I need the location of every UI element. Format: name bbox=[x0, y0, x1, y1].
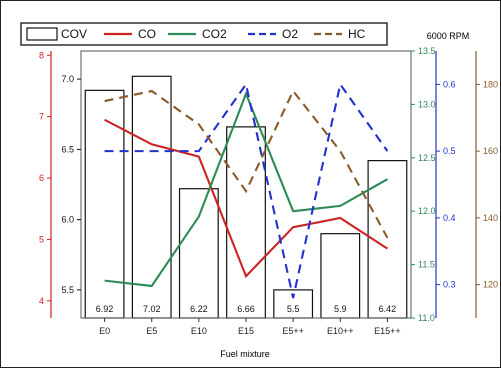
co-axis-tick-label: 5 bbox=[39, 234, 44, 244]
co-axis-tick-label: 7 bbox=[39, 112, 44, 122]
co2-axis-tick-label: 11.0 bbox=[418, 313, 435, 323]
bar-value-label: 6.92 bbox=[96, 304, 114, 314]
x-tick-label: E10 bbox=[191, 326, 207, 336]
x-tick-label: E10++ bbox=[327, 326, 354, 336]
chart-title: 6000 RPM bbox=[427, 31, 470, 41]
series-line-o2 bbox=[104, 81, 389, 299]
hc-axis-tick-label: 180 bbox=[483, 79, 498, 89]
o2-axis-tick-label: 0.4 bbox=[443, 213, 456, 223]
o2-axis-tick-label: 0.6 bbox=[443, 79, 456, 89]
x-axis-label: Fuel mixture bbox=[220, 349, 270, 359]
cov-bar bbox=[320, 233, 361, 319]
legend: COV CO CO2 O2 HC bbox=[20, 22, 388, 46]
cov-bar bbox=[178, 188, 219, 319]
bar-value-label: 6.42 bbox=[379, 304, 397, 314]
x-tick-label: E5 bbox=[146, 326, 157, 336]
co-axis-tick-label: 4 bbox=[39, 296, 44, 306]
cov-bar bbox=[131, 75, 172, 319]
o2-axis-tick-label: 0.5 bbox=[443, 146, 456, 156]
emission-lines bbox=[104, 81, 389, 299]
hc-axis-tick-label: 160 bbox=[483, 146, 498, 156]
cov-bar bbox=[84, 89, 125, 319]
cov-bar-labels: 6.92 7.02 6.22 6.66 5.5 5.9 6.42 bbox=[96, 304, 396, 314]
x-tick-label: E0 bbox=[99, 326, 110, 336]
legend-label-hc: HC bbox=[348, 27, 366, 41]
bar-value-label: 5.9 bbox=[334, 304, 347, 314]
co2-axis-tick-label: 11.5 bbox=[418, 260, 435, 270]
co-axis-tick-label: 6 bbox=[39, 173, 44, 183]
x-tick-label: E15++ bbox=[374, 326, 401, 336]
series-line-hc bbox=[104, 89, 389, 239]
bar-value-label: 6.22 bbox=[190, 304, 208, 314]
legend-swatch-cov bbox=[26, 27, 58, 41]
co2-axis-tick-label: 12.0 bbox=[418, 206, 436, 216]
legend-box bbox=[20, 22, 388, 46]
bar-value-label: 5.5 bbox=[287, 304, 300, 314]
x-tick-label: E15 bbox=[238, 326, 254, 336]
cov-bar bbox=[226, 126, 266, 319]
series-line-co bbox=[104, 118, 389, 279]
co2-axis-tick-label: 12.5 bbox=[418, 153, 436, 163]
bar-value-label: 7.02 bbox=[143, 304, 161, 314]
cov-axis-tick-label: 6.5 bbox=[61, 144, 74, 154]
hc-axis-tick-label: 120 bbox=[483, 280, 498, 290]
cov-axis-tick-label: 5.5 bbox=[61, 285, 74, 295]
o2-axis-tick-label: 0.3 bbox=[443, 280, 456, 290]
axes: E0 E5 E10 E15 E5++ E10++ E15++ 4 5 6 7 8 5.5 6.0 6.5 7.… bbox=[39, 46, 498, 336]
legend-label-cov: COV bbox=[61, 27, 87, 41]
cov-axis-tick-label: 7.0 bbox=[61, 74, 74, 84]
co2-axis-tick-label: 13.5 bbox=[418, 46, 436, 56]
cov-axis-tick-label: 6.0 bbox=[61, 215, 74, 225]
legend-label-o2: O2 bbox=[282, 27, 298, 41]
hc-axis-tick-label: 140 bbox=[483, 213, 498, 223]
legend-label-co2: CO2 bbox=[202, 27, 227, 41]
co2-axis-tick-label: 13.0 bbox=[418, 99, 436, 109]
cov-bars bbox=[84, 75, 408, 319]
bar-value-label: 6.66 bbox=[237, 304, 255, 314]
legend-label-co: CO bbox=[138, 27, 156, 41]
co-axis-tick-label: 8 bbox=[39, 50, 44, 60]
series-line-co2 bbox=[104, 90, 388, 288]
x-tick-label: E5++ bbox=[282, 326, 304, 336]
